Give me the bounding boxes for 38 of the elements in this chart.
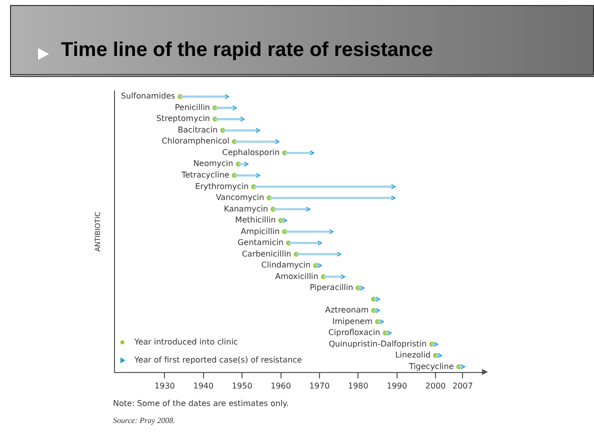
- y-tick-label: Quinupristin-Dalfopristin: [328, 339, 427, 348]
- y-tick-label: Vancomycin: [216, 193, 264, 202]
- y-tick-label: Clindamycin: [261, 260, 311, 270]
- y-tick-label: Sulfonamides: [120, 92, 176, 101]
- y-tick-label: Methicillin: [235, 216, 276, 225]
- y-tick-label: Imipenem: [332, 316, 373, 326]
- y-tick-label: Cephalosporin: [222, 148, 280, 157]
- x-tick-label: 2007: [452, 381, 473, 390]
- y-tick-label: Neomycin: [193, 159, 234, 168]
- text: Note: Some of the dates are estimates only.: [113, 399, 289, 408]
- y-tick-label: Bacitracin: [178, 125, 218, 134]
- y-tick-label: Linezolid: [395, 350, 431, 360]
- y-tick-label: Erythromycin: [195, 182, 249, 191]
- y-tick-label: Kanamycin: [224, 204, 268, 214]
- legend-label: Year of first reported case(s) of resistance: [133, 355, 302, 364]
- y-tick-label: Gentamicin: [238, 238, 284, 248]
- y-tick-label: Tigecycline: [408, 362, 454, 371]
- x-tick-label: 1980: [348, 381, 368, 390]
- x-tick-label: 1950: [232, 381, 252, 390]
- y-tick-label: Ciprofloxacin: [328, 328, 380, 338]
- y-tick-label: Chloramphenicol: [162, 136, 230, 146]
- y-tick-label: Streptomycin: [156, 114, 210, 124]
- y-tick-label: Piperacillin: [310, 283, 354, 292]
- y-tick-label: Tetracycline: [180, 170, 230, 180]
- x-tick-label: 1970: [309, 381, 330, 390]
- legend-label: Year introduced into clinic: [133, 337, 238, 346]
- x-tick-label: 1960: [270, 381, 291, 390]
- y-tick-label: Penicillin: [174, 102, 210, 112]
- y-tick-label: Ampicillin: [240, 226, 280, 236]
- x-tick-label: 1930: [154, 381, 175, 390]
- y-tick-label: Carbenicillin: [242, 249, 292, 258]
- source-note: Source: Pray 2008.: [113, 416, 176, 425]
- y-tick-label: Amoxicillin: [275, 272, 318, 281]
- x-tick-label: 1990: [386, 381, 408, 390]
- x-tick-label: 1940: [193, 381, 214, 390]
- y-tick-label: Aztreonam: [325, 306, 369, 315]
- chart-title: Time line of the rapid rate of resistance: [61, 39, 433, 62]
- x-tick-label: 2000: [425, 381, 446, 390]
